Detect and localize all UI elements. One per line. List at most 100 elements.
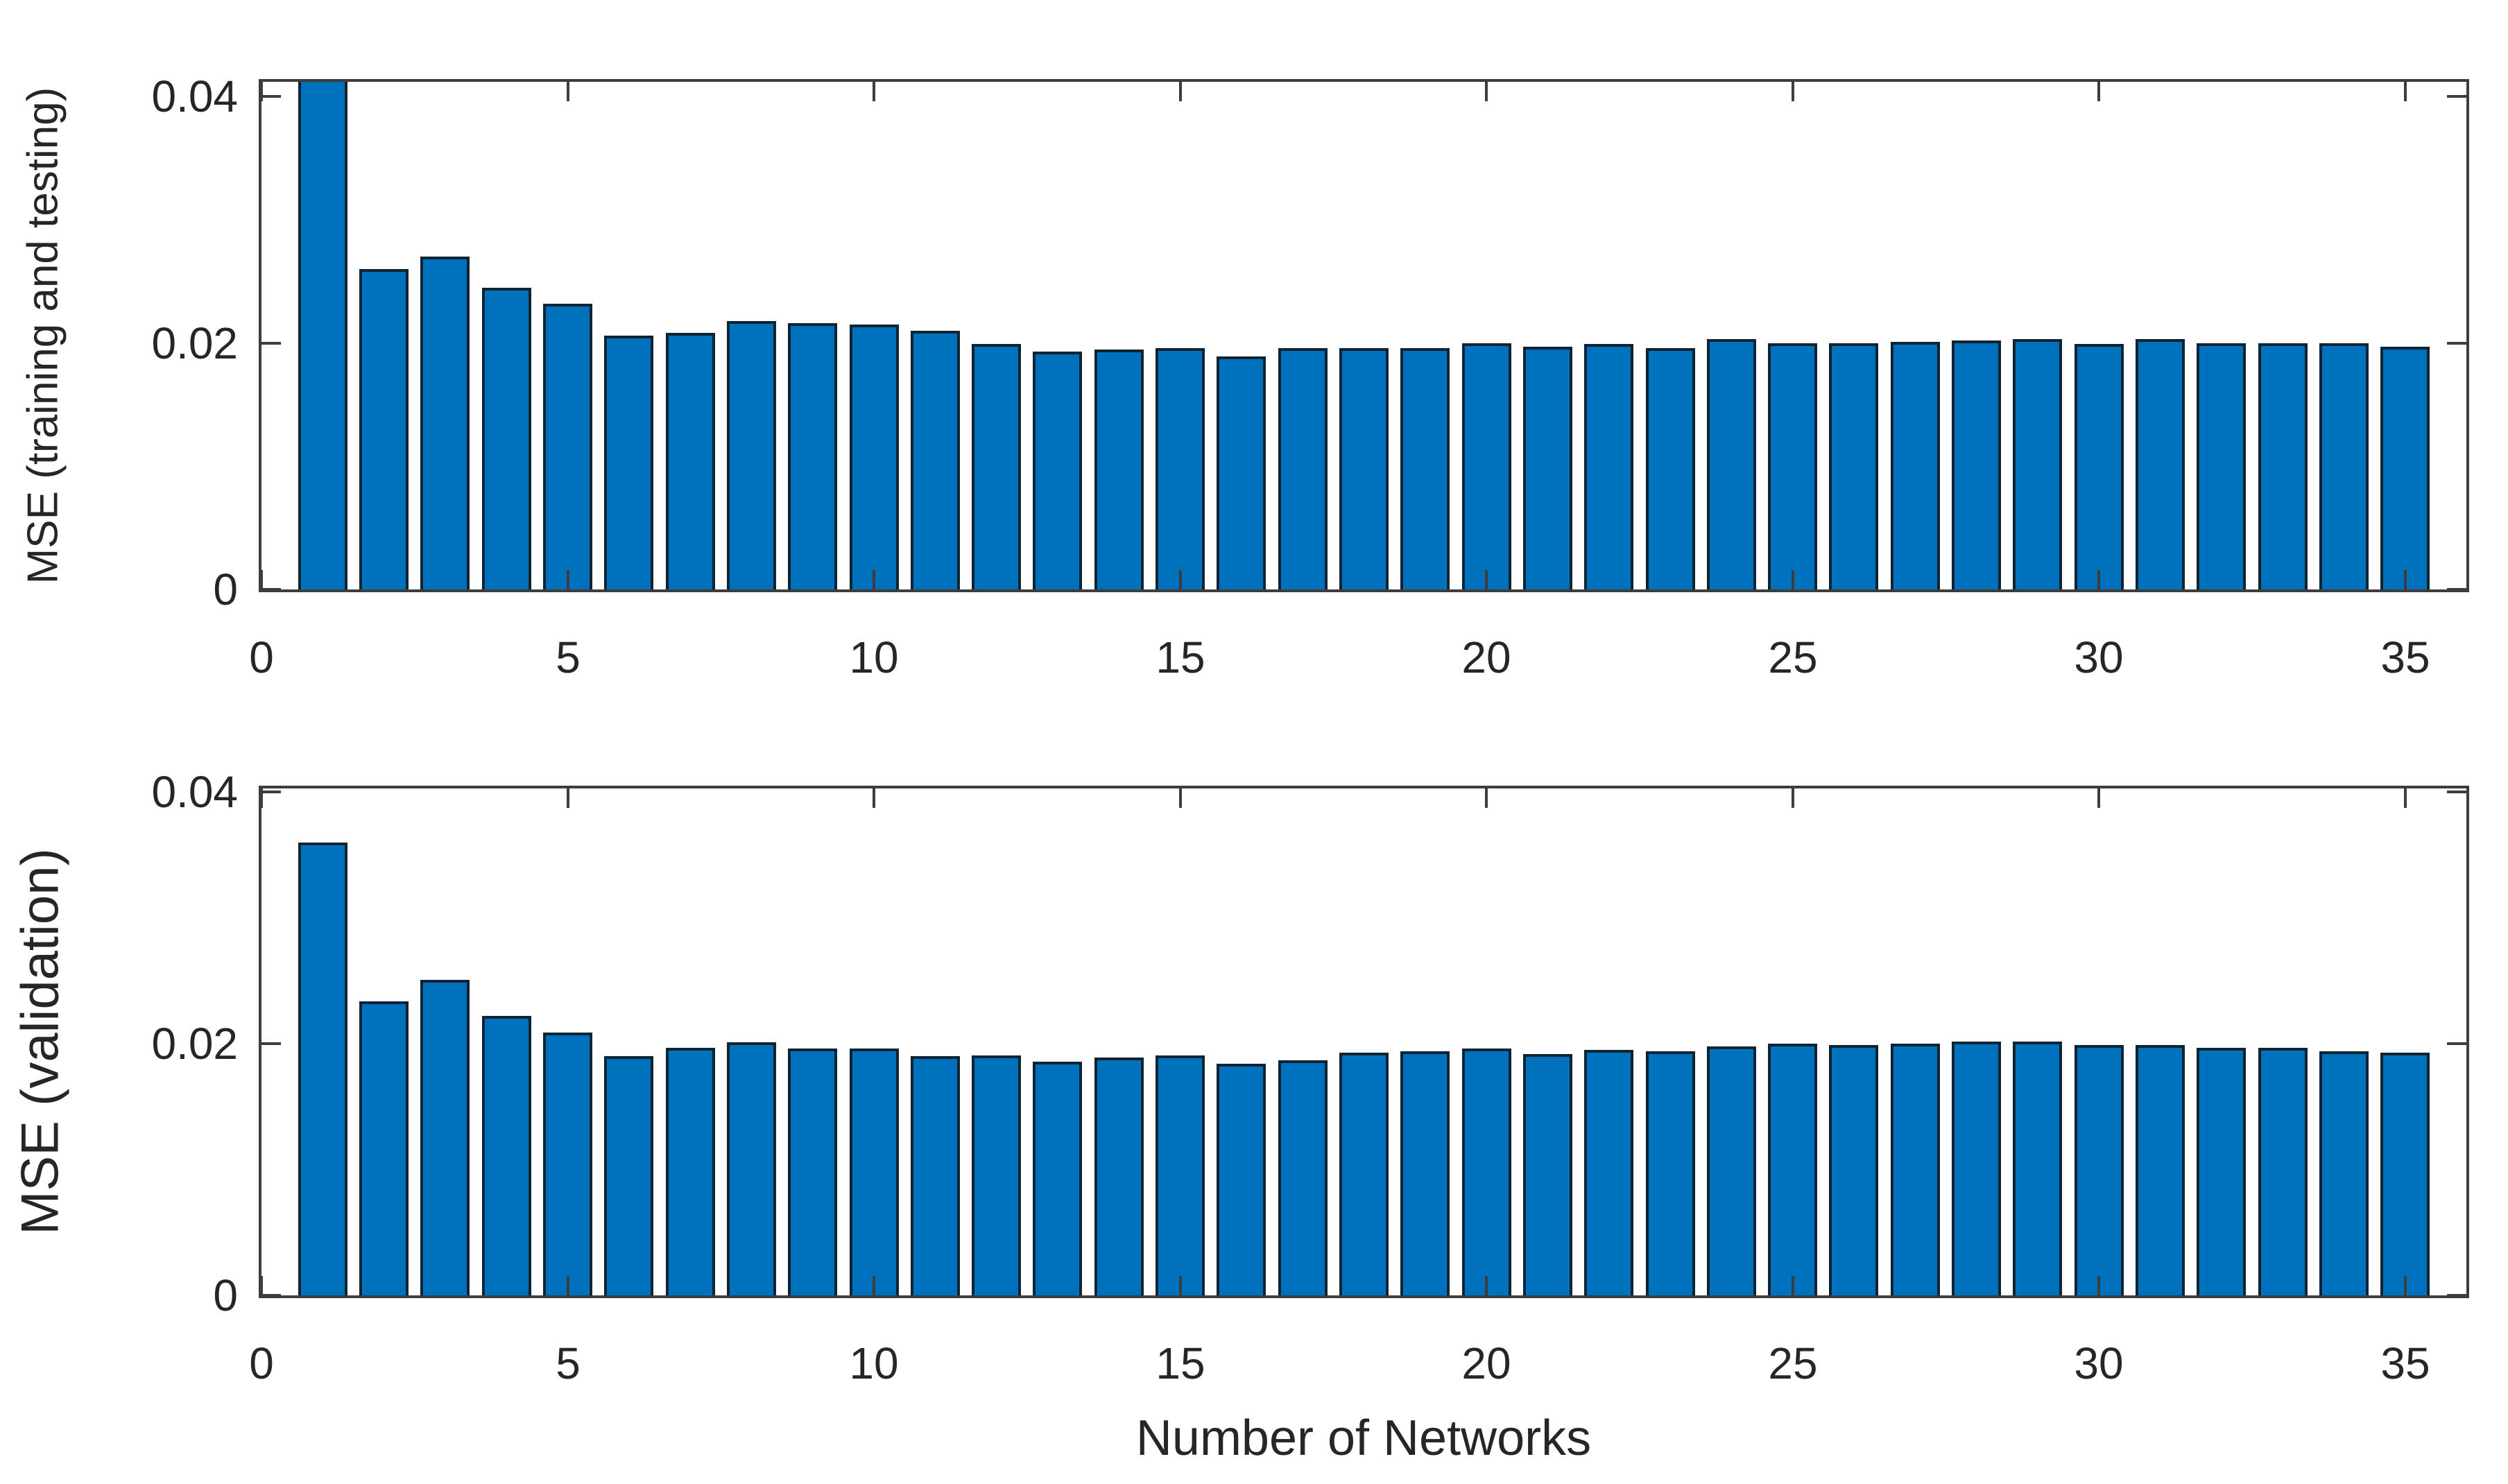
x-tick-label: 35 <box>2380 632 2430 682</box>
bar <box>788 1049 837 1295</box>
bar <box>298 843 347 1295</box>
bar <box>359 269 409 589</box>
bar <box>1523 347 1572 589</box>
bar <box>911 1056 960 1295</box>
bar <box>1829 1045 1878 1295</box>
bar <box>788 323 837 589</box>
y-tick-label: 0.02 <box>151 318 238 368</box>
bar <box>1523 1054 1572 1296</box>
x-tick-mark-top <box>2404 788 2407 808</box>
x-tick-label: 30 <box>2074 1338 2124 1388</box>
x-tick-mark <box>1485 570 1488 589</box>
bar <box>2380 1053 2430 1296</box>
bar <box>850 1049 899 1295</box>
x-tick-mark <box>2097 1276 2100 1295</box>
x-tick-label: 25 <box>1768 632 1818 682</box>
x-tick-mark <box>260 570 263 589</box>
bar <box>1646 1051 1695 1295</box>
x-tick-mark-top <box>1792 788 1794 808</box>
bar <box>1400 1051 1450 1295</box>
bar <box>1829 343 1878 590</box>
bar <box>1033 352 1082 589</box>
x-tick-mark-top <box>1485 82 1488 101</box>
x-tick-label: 15 <box>1156 1338 1205 1388</box>
bar <box>2013 339 2062 589</box>
y-tick-label: 0.04 <box>151 71 238 121</box>
bar <box>1891 342 1940 590</box>
x-tick-label: 25 <box>1768 1338 1818 1388</box>
x-tick-mark <box>567 570 569 589</box>
x-tick-label: 10 <box>849 632 899 682</box>
y-tick-mark-right <box>2447 588 2466 591</box>
bar <box>1462 343 1511 590</box>
x-tick-mark <box>1792 1276 1794 1295</box>
bar <box>359 1001 409 1296</box>
x-tick-label: 5 <box>556 632 581 682</box>
y-tick-label: 0 <box>213 1270 238 1320</box>
bar <box>2319 343 2369 590</box>
bar <box>2075 344 2124 589</box>
bar <box>666 1048 715 1296</box>
bar <box>482 288 531 590</box>
y-tick-mark <box>261 588 281 591</box>
x-tick-mark <box>2404 570 2407 589</box>
bar <box>1094 1058 1144 1295</box>
bar <box>2075 1045 2124 1295</box>
x-tick-mark-top <box>567 82 569 101</box>
bar <box>2197 1048 2246 1296</box>
bar <box>2319 1051 2369 1295</box>
x-tick-mark-top <box>1179 82 1182 101</box>
x-tick-label: 0 <box>249 1338 274 1388</box>
x-tick-label: 5 <box>556 1338 581 1388</box>
bar <box>1278 348 1328 590</box>
bar <box>727 1042 776 1295</box>
bar <box>2258 343 2308 590</box>
x-tick-mark <box>1485 1276 1488 1295</box>
bar <box>1217 356 1266 589</box>
bar <box>911 331 960 590</box>
bar <box>2136 339 2185 589</box>
x-tick-mark-top <box>2097 82 2100 101</box>
bar <box>482 1016 531 1295</box>
x-tick-mark <box>1792 570 1794 589</box>
bar <box>2258 1048 2308 1296</box>
y-tick-label: 0.04 <box>151 767 238 817</box>
bar <box>1952 340 2001 589</box>
bar <box>850 325 899 589</box>
y-tick-mark-right <box>2447 95 2466 98</box>
x-tick-mark-top <box>873 788 875 808</box>
x-tick-mark <box>2404 1276 2407 1295</box>
bar <box>543 304 592 590</box>
bar <box>2013 1042 2062 1296</box>
bar <box>1462 1049 1511 1295</box>
y-tick-mark <box>261 95 281 98</box>
x-tick-mark-top <box>1179 788 1182 808</box>
x-tick-mark <box>2097 570 2100 589</box>
bar <box>1584 344 1633 589</box>
x-tick-mark <box>873 570 875 589</box>
bar <box>2197 343 2246 590</box>
x-tick-mark <box>1179 570 1182 589</box>
x-tick-label: 35 <box>2380 1338 2430 1388</box>
bar <box>1891 1044 1940 1295</box>
x-tick-mark-top <box>873 82 875 101</box>
bar <box>727 321 776 590</box>
y-tick-label: 0 <box>213 564 238 614</box>
bar <box>1952 1042 2001 1296</box>
bar <box>1217 1064 1266 1295</box>
x-tick-mark-top <box>1485 788 1488 808</box>
x-tick-label: 15 <box>1156 632 1205 682</box>
x-tick-label: 20 <box>1461 1338 1511 1388</box>
x-tick-mark-top <box>2097 788 2100 808</box>
bar <box>1707 1046 1756 1296</box>
bar <box>1584 1050 1633 1295</box>
bar <box>298 82 347 589</box>
bar <box>1400 348 1450 590</box>
bar <box>1339 1053 1389 1296</box>
x-tick-mark <box>1179 1276 1182 1295</box>
x-tick-mark <box>873 1276 875 1295</box>
bar <box>2380 347 2430 589</box>
y-tick-mark <box>261 1042 281 1045</box>
bar <box>1156 348 1205 590</box>
